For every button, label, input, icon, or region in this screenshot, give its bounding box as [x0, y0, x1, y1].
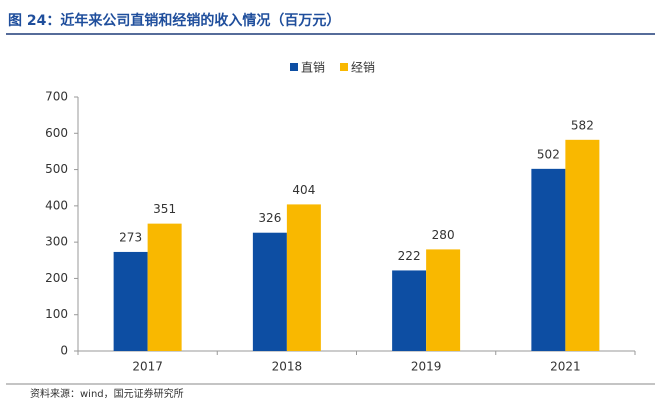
y-tick-label: 300: [45, 235, 68, 249]
bar: [565, 139, 600, 351]
value-label: 222: [398, 249, 421, 263]
bar: [252, 232, 287, 351]
legend-label: 经销: [351, 61, 375, 75]
y-tick-label: 700: [45, 90, 68, 104]
y-tick-label: 200: [45, 271, 68, 285]
bar: [392, 270, 427, 351]
y-tick-label: 500: [45, 162, 68, 176]
value-label: 280: [432, 228, 455, 242]
value-label: 502: [537, 147, 560, 161]
value-label: 351: [153, 202, 176, 216]
y-tick-label: 400: [45, 198, 68, 212]
y-tick-label: 600: [45, 126, 68, 140]
bar: [286, 204, 321, 351]
value-label: 273: [119, 230, 142, 244]
x-tick-label: 2021: [550, 360, 581, 374]
x-tick-label: 2019: [411, 360, 442, 374]
value-label: 582: [571, 118, 594, 132]
y-tick-label: 100: [45, 307, 68, 321]
y-tick-label: 0: [60, 344, 68, 358]
chart-title: 图 24：近年来公司直销和经销的收入情况（百万元）: [8, 12, 340, 29]
x-tick-label: 2017: [132, 360, 163, 374]
value-label: 404: [292, 183, 315, 197]
value-label: 326: [258, 211, 281, 225]
bar: [531, 168, 566, 351]
legend-swatch: [290, 63, 298, 71]
legend-label: 直销: [301, 61, 325, 75]
source: 资料来源：wind，国元证券研究所: [30, 387, 184, 400]
bar: [426, 249, 461, 351]
x-tick-label: 2018: [272, 360, 303, 374]
legend-swatch: [340, 63, 348, 71]
bar: [113, 251, 148, 351]
bar: [147, 223, 182, 351]
